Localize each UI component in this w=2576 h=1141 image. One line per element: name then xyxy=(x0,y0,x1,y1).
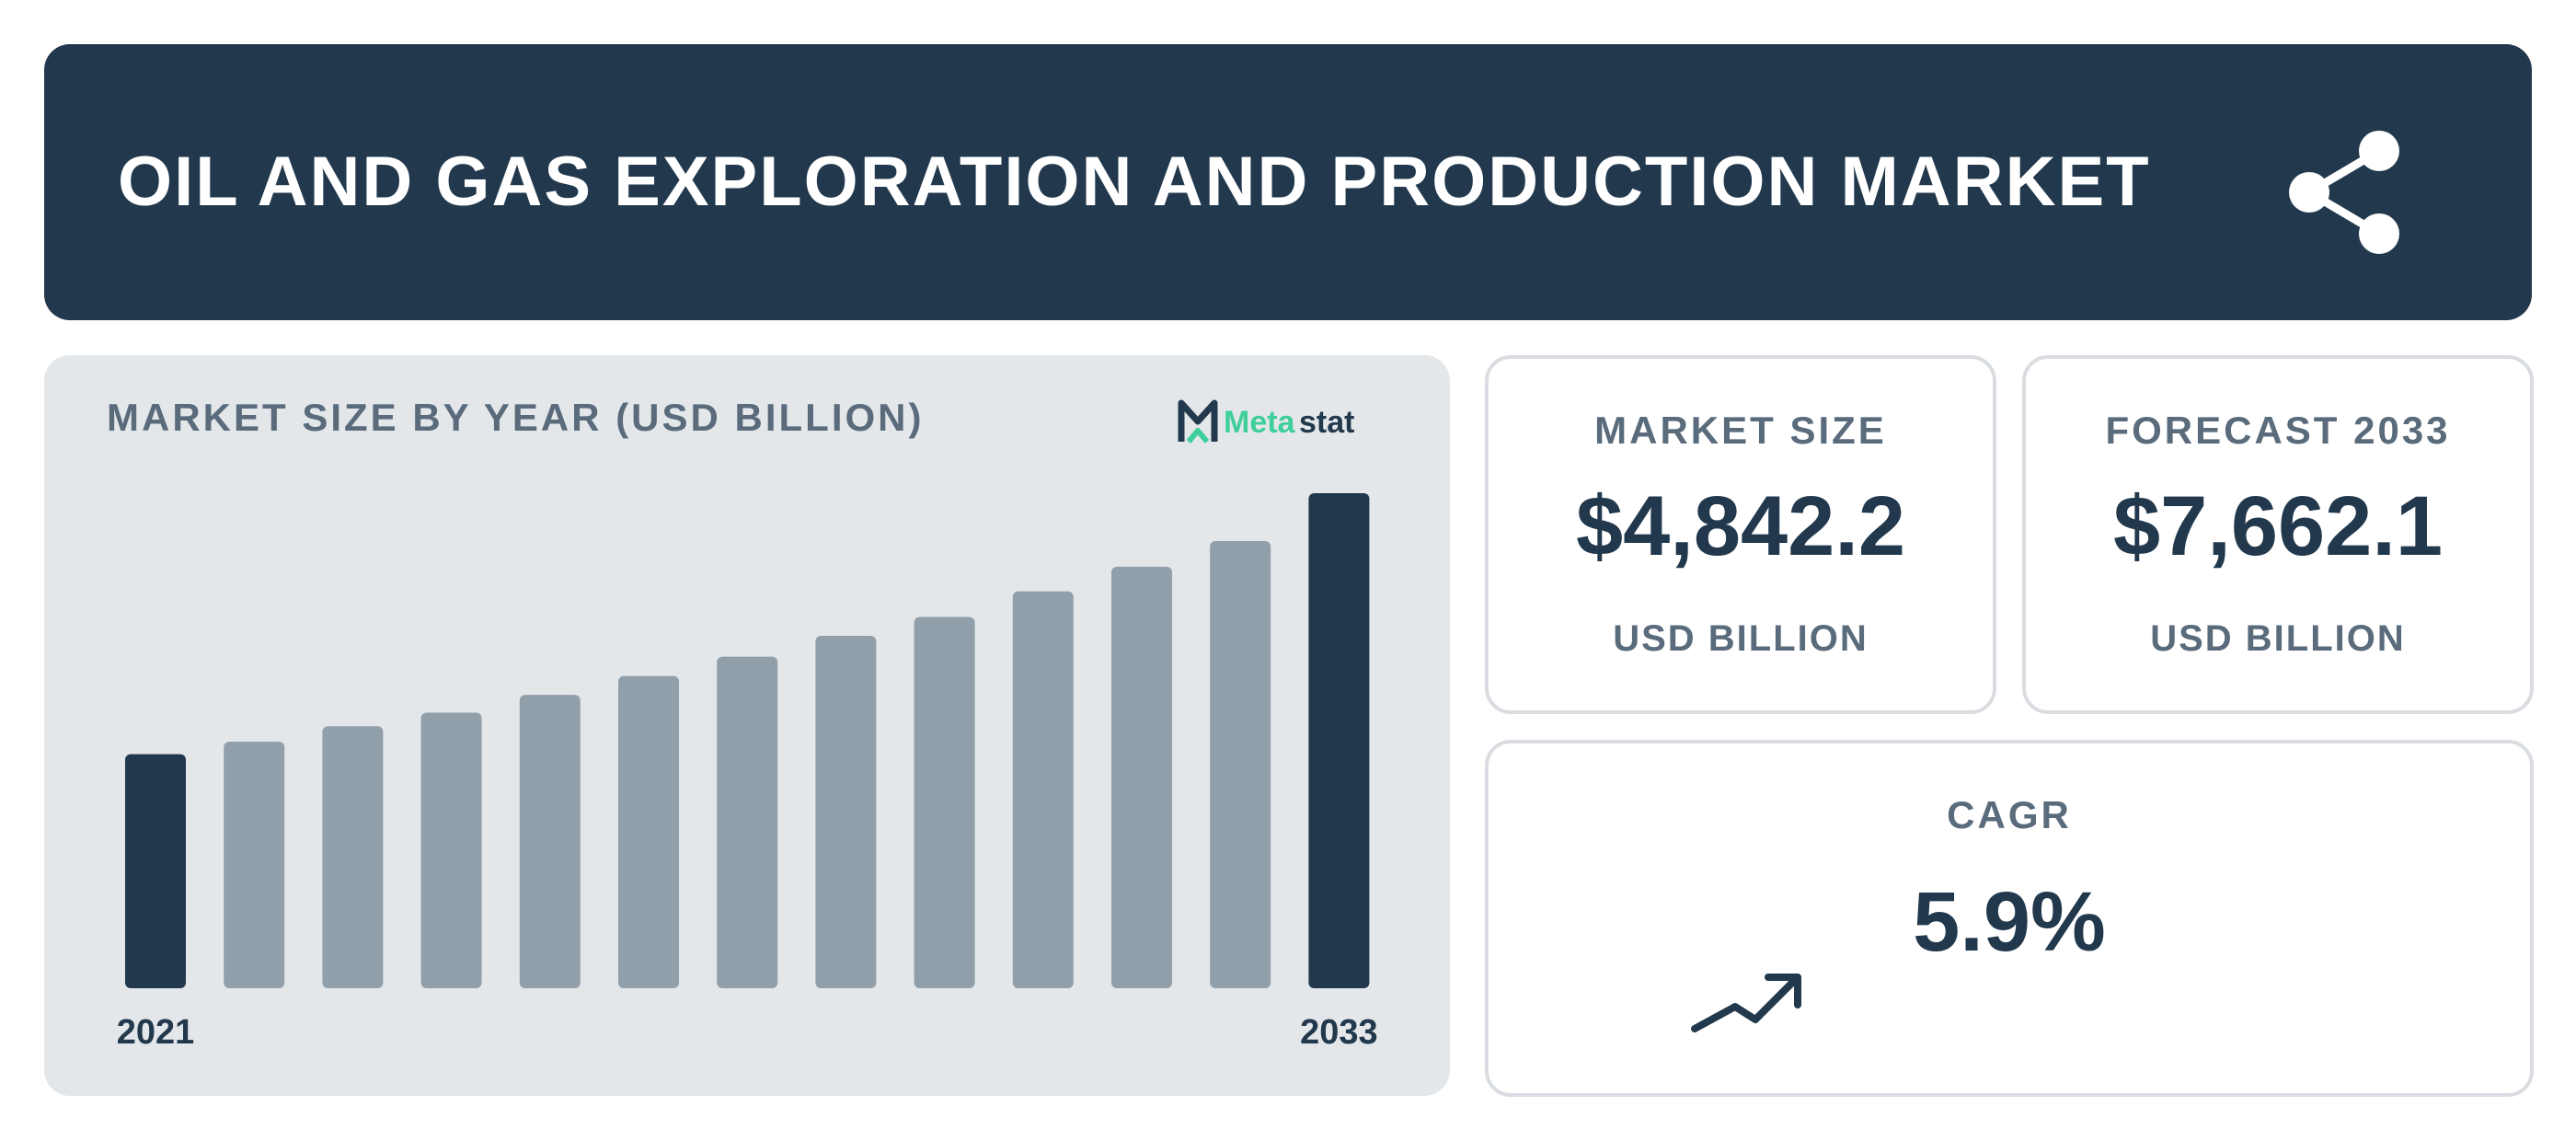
market-size-chart-card: MARKET SIZE BY YEAR (USD BILLION) Meta s… xyxy=(44,355,1450,1096)
bar-2025 xyxy=(519,695,581,988)
bar-2023 xyxy=(322,726,384,988)
market-size-value: $4,842.2 xyxy=(1575,479,1906,573)
bar-2031 xyxy=(1111,566,1172,988)
bar-2030 xyxy=(1012,591,1074,988)
cagr-card: CAGR 5.9% xyxy=(1485,740,2534,1097)
forecast-value: $7,662.1 xyxy=(2112,479,2444,573)
cagr-value: 5.9% xyxy=(1913,875,2106,969)
page-title: OIL AND GAS EXPLORATION AND PRODUCTION M… xyxy=(118,143,2151,221)
bar-2026 xyxy=(618,675,679,988)
x-tick-label-2033: 2033 xyxy=(1300,1013,1378,1052)
market-size-label: MARKET SIZE xyxy=(1594,409,1887,452)
market-size-unit: USD BILLION xyxy=(1613,618,1869,659)
metastat-logo: Meta stat xyxy=(1178,399,1354,444)
bar-2022 xyxy=(224,742,285,988)
forecast-unit: USD BILLION xyxy=(2150,618,2406,659)
bar-2027 xyxy=(717,656,778,988)
bar-2028 xyxy=(815,635,877,988)
bar-2029 xyxy=(914,617,975,988)
header-banner: OIL AND GAS EXPLORATION AND PRODUCTION M… xyxy=(44,44,2532,320)
x-tick-label-2021: 2021 xyxy=(117,1013,195,1052)
share-icon[interactable] xyxy=(2271,119,2418,266)
chart-title: MARKET SIZE BY YEAR (USD BILLION) xyxy=(107,396,925,439)
logo-text-meta: Meta xyxy=(1224,405,1296,440)
market-size-card: MARKET SIZE $4,842.2 USD BILLION xyxy=(1485,355,1996,714)
cagr-label: CAGR xyxy=(1947,793,2072,836)
bar-2033 xyxy=(1308,493,1370,988)
bar-2024 xyxy=(420,712,482,988)
forecast-card: FORECAST 2033 $7,662.1 USD BILLION xyxy=(2022,355,2534,714)
bar-chart: 2021 2033 xyxy=(117,493,1378,1052)
trend-up-icon xyxy=(1691,974,1801,1032)
bar-2032 xyxy=(1210,541,1271,988)
forecast-label: FORECAST 2033 xyxy=(2105,409,2451,452)
bar-2021 xyxy=(125,754,186,988)
logo-text-stat: stat xyxy=(1299,405,1354,440)
